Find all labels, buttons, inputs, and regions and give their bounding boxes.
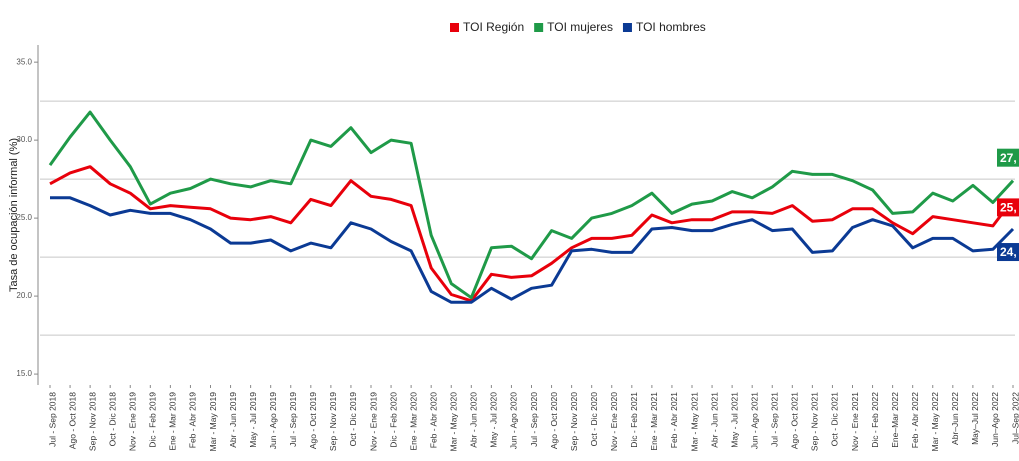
x-tick-label: Abr–Jun 2022 <box>950 392 960 445</box>
x-tick-label: Sep - Nov 2021 <box>810 392 820 451</box>
y-tick-label: 35.0 <box>16 57 32 66</box>
x-tick-label: Ene - Mar 2019 <box>168 392 178 451</box>
x-tick-label: Ago - Oct 2018 <box>67 392 77 449</box>
x-tick-label: May - Jul 2019 <box>248 392 258 448</box>
x-tick-label: Jun - Ago 2019 <box>268 392 278 449</box>
legend-label: TOI hombres <box>636 20 706 34</box>
end-label-box <box>997 243 1019 262</box>
x-tick-label: Ene - Mar 2020 <box>408 392 418 451</box>
legend-swatch <box>622 23 632 32</box>
x-tick-label: Oct - Dic 2020 <box>589 392 599 447</box>
x-tick-label: Feb - Abr 2021 <box>669 392 679 449</box>
x-tick-label: May - Jul 2021 <box>729 392 739 448</box>
x-tick-label: Ago - Oct 2021 <box>790 392 800 449</box>
y-tick-label: 25.0 <box>16 213 32 222</box>
x-tick-label: Jul - Sep 2020 <box>529 392 539 447</box>
x-tick-label: Ene–Mar 2022 <box>890 392 900 448</box>
x-tick-label: Oct - Dic 2019 <box>348 392 358 447</box>
x-tick-label: Dic - Feb 2021 <box>629 392 639 448</box>
x-tick-label: Abr - Jun 2020 <box>469 392 479 448</box>
x-tick-label: Mar - May 2022 <box>930 392 940 452</box>
series-line <box>48 110 1015 300</box>
x-tick-label: Jun–Ago 2022 <box>990 392 1000 447</box>
end-label: 27, <box>1000 151 1017 165</box>
x-tick-label: Mar - May 2019 <box>208 392 218 452</box>
end-label-box <box>997 148 1019 167</box>
x-tick-label: Abr - Jun 2019 <box>228 392 238 448</box>
y-tick-label: 20.0 <box>16 291 32 300</box>
x-tick-label: Nov - Ene 2021 <box>850 392 860 451</box>
x-tick-label: Dic - Feb 2019 <box>148 392 158 448</box>
x-tick-label: Jul - Sep 2018 <box>47 392 57 447</box>
x-tick-label: Sep - Nov 2018 <box>87 392 97 451</box>
end-label-box <box>997 198 1019 217</box>
x-tick-label: Nov - Ene 2019 <box>128 392 138 451</box>
x-tick-label: Nov - Ene 2019 <box>368 392 378 451</box>
x-tick-label: Abr - Jun 2021 <box>709 392 719 448</box>
end-label: 25, <box>1000 201 1017 215</box>
x-tick-label: Feb - Abr 2019 <box>188 392 198 449</box>
x-tick-label: Sep - Nov 2019 <box>328 392 338 451</box>
x-tick-label: Jul - Sep 2021 <box>770 392 780 447</box>
x-tick-label: Oct - Dic 2021 <box>830 392 840 447</box>
y-tick-label: 15.0 <box>16 369 32 378</box>
legend-swatch <box>534 23 544 32</box>
x-tick-label: Nov - Ene 2020 <box>609 392 619 451</box>
x-tick-label: May - Jul 2020 <box>489 392 499 448</box>
series-line <box>49 165 1015 303</box>
x-tick-label: Ago - Oct 2020 <box>549 392 559 449</box>
x-tick-label: May–Jul 2022 <box>970 392 980 445</box>
x-tick-label: Feb - Abr 2022 <box>910 392 920 449</box>
end-label: 24, <box>1000 245 1017 259</box>
x-tick-label: Jul–Sep 2022 <box>1010 392 1019 444</box>
x-tick-label: Ago - Oct 2019 <box>308 392 318 449</box>
y-axis-label: Tasa de ocupación informal (%) <box>8 138 20 292</box>
x-tick-label: Jul - Sep 2019 <box>288 392 298 447</box>
x-tick-label: Ene - Mar 2021 <box>649 392 659 451</box>
x-tick-label: Dic - Feb 2020 <box>388 392 398 448</box>
x-tick-label: Mar - May 2021 <box>689 392 699 452</box>
legend-label: TOI Región <box>463 20 524 34</box>
x-tick-label: Jun - Ago 2021 <box>749 392 759 449</box>
series-line <box>50 196 1015 304</box>
x-tick-label: Oct - Dic 2018 <box>107 392 117 447</box>
x-tick-label: Sep - Nov 2020 <box>569 392 579 451</box>
x-tick-label: Feb - Abr 2020 <box>428 392 438 449</box>
x-tick-label: Jun - Ago 2020 <box>509 392 519 449</box>
x-tick-label: Mar - May 2020 <box>449 392 459 452</box>
legend-label: TOI mujeres <box>547 20 613 34</box>
x-tick-label: Dic - Feb 2022 <box>870 392 880 448</box>
legend-swatch <box>450 23 459 32</box>
y-tick-label: 30.0 <box>16 135 32 144</box>
